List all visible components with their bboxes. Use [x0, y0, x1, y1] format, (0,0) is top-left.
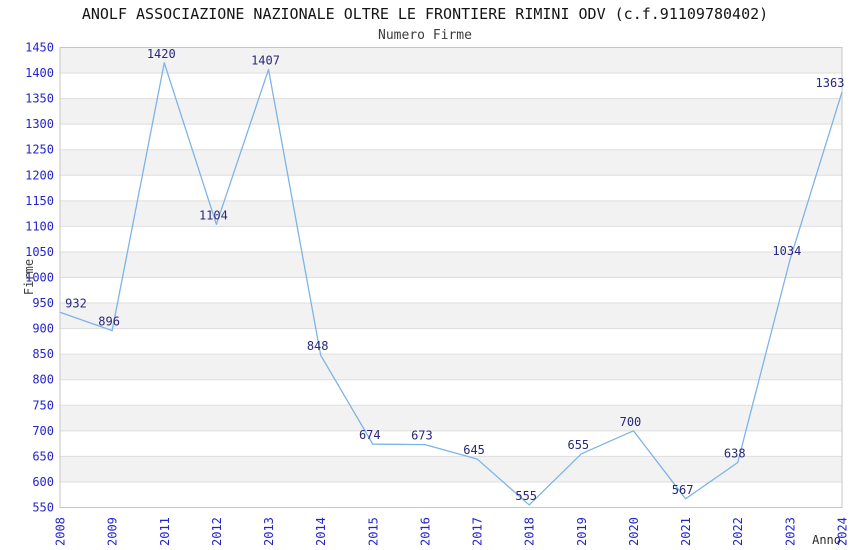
data-point-label: 848 [307, 339, 329, 353]
background-band [60, 405, 842, 431]
x-tick-label: 2020 [627, 517, 641, 546]
x-tick-label: 2012 [210, 517, 224, 546]
y-tick-label: 550 [32, 501, 54, 515]
background-band [60, 124, 842, 150]
y-tick-label: 600 [32, 475, 54, 489]
x-tick-label: 2008 [54, 517, 68, 546]
data-point-label: 896 [98, 315, 120, 329]
x-tick-label: 2024 [836, 517, 850, 546]
y-tick-label: 900 [32, 322, 54, 336]
x-tick-label: 2017 [471, 517, 485, 546]
data-point-label: 655 [567, 438, 589, 452]
y-tick-label: 1050 [25, 245, 54, 259]
y-tick-label: 950 [32, 296, 54, 310]
y-tick-label: 800 [32, 373, 54, 387]
y-tick-label: 1150 [25, 194, 54, 208]
background-band [60, 98, 842, 125]
plot-border [59, 47, 843, 508]
y-tick-label: 1200 [25, 168, 54, 182]
background-band [60, 200, 842, 227]
data-point-label: 932 [65, 296, 87, 310]
background-band [60, 354, 842, 380]
x-tick-label: 2021 [679, 517, 693, 546]
x-tick-label: 2016 [418, 517, 432, 546]
y-axis-title-text: Firme [22, 258, 36, 296]
chart-subtitle: Numero Firme [378, 28, 472, 43]
x-tick-label: 2023 [783, 517, 797, 546]
x-tick-label: 2014 [314, 517, 328, 546]
data-point-label: 555 [515, 489, 537, 503]
data-point-label: 1034 [772, 244, 801, 258]
background-band [60, 481, 842, 508]
data-point-label: 673 [411, 429, 433, 443]
background-band [60, 328, 842, 355]
background-band [60, 379, 842, 406]
data-point-label: 1104 [199, 208, 228, 222]
chart-title: ANOLF ASSOCIAZIONE NAZIONALE OLTRE LE FR… [81, 5, 769, 23]
data-point-label: 1420 [147, 47, 176, 61]
x-tick-label: 2018 [523, 517, 537, 546]
data-point-label: 674 [359, 428, 381, 442]
y-tick-label: 1100 [25, 219, 54, 233]
background-band [60, 149, 842, 176]
x-tick-label: 2013 [262, 517, 276, 546]
y-tick-label: 1000 [25, 271, 54, 285]
y-tick-label: 850 [32, 347, 54, 361]
x-axis-title: Anno [812, 533, 841, 547]
x-tick-label: 2011 [158, 517, 172, 546]
background-band [60, 277, 842, 304]
background-band [60, 73, 842, 99]
series-line [59, 62, 843, 506]
data-point-label: 645 [463, 443, 485, 457]
background-band [60, 175, 842, 201]
y-tick-label: 1400 [25, 66, 54, 80]
data-point-label: 567 [672, 483, 694, 497]
x-tick-label: 2022 [731, 517, 745, 546]
x-tick-label: 2015 [366, 517, 380, 546]
background-band [60, 226, 842, 252]
background-band [60, 456, 842, 482]
y-tick-label: 1450 [25, 41, 54, 55]
data-point-label: 700 [620, 415, 642, 429]
y-tick-label: 1350 [25, 92, 54, 106]
y-tick-label: 700 [32, 424, 54, 438]
y-tick-label: 1300 [25, 117, 54, 131]
data-point-label: 1363 [816, 76, 845, 90]
data-point-label: 638 [724, 447, 746, 461]
x-tick-label: 2019 [575, 517, 589, 546]
background-band [60, 47, 842, 74]
y-tick-label: 1250 [25, 143, 54, 157]
data-point-label: 1407 [251, 53, 280, 67]
background-band [60, 303, 842, 329]
y-tick-label: 650 [32, 449, 54, 463]
y-tick-label: 750 [32, 398, 54, 412]
background-band [60, 251, 842, 278]
x-tick-label: 2009 [106, 517, 120, 546]
